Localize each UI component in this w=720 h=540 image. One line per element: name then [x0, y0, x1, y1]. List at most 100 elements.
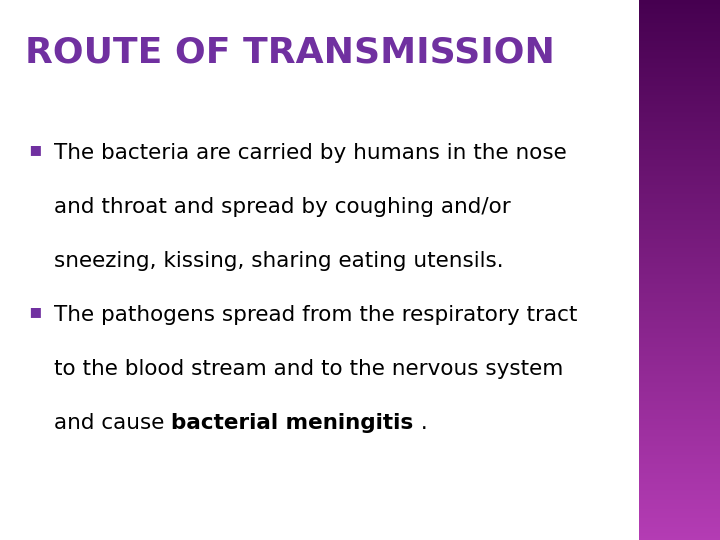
Text: The bacteria are carried by humans in the nose: The bacteria are carried by humans in th… — [54, 143, 567, 163]
Bar — [639, 198, 720, 200]
Bar — [639, 70, 720, 72]
Bar — [639, 414, 720, 416]
Bar — [639, 185, 720, 187]
Bar — [639, 538, 720, 540]
Bar — [639, 486, 720, 488]
Bar — [639, 470, 720, 471]
Bar — [639, 288, 720, 290]
Bar — [639, 430, 720, 432]
Bar — [639, 74, 720, 76]
Bar — [639, 421, 720, 423]
Bar — [639, 274, 720, 275]
Bar — [639, 457, 720, 459]
Bar — [639, 281, 720, 282]
Bar — [639, 216, 720, 218]
Bar — [639, 428, 720, 430]
Bar — [639, 169, 720, 171]
Bar — [639, 173, 720, 174]
Bar — [639, 16, 720, 18]
Bar — [639, 120, 720, 123]
Bar — [639, 99, 720, 101]
Bar — [639, 279, 720, 281]
Bar — [639, 295, 720, 297]
Bar — [639, 504, 720, 506]
Bar — [639, 511, 720, 513]
Bar — [639, 396, 720, 398]
Bar — [639, 187, 720, 189]
Bar — [639, 378, 720, 380]
Bar — [639, 277, 720, 279]
Bar — [639, 97, 720, 99]
Bar — [639, 400, 720, 401]
Bar — [639, 45, 720, 47]
Bar — [639, 56, 720, 58]
Bar — [639, 50, 720, 52]
Bar — [639, 20, 720, 22]
Bar — [639, 425, 720, 427]
Bar — [639, 157, 720, 158]
Bar — [639, 223, 720, 225]
Bar — [639, 531, 720, 533]
Bar — [639, 252, 720, 254]
Bar — [639, 398, 720, 400]
Bar — [639, 432, 720, 434]
Bar — [639, 355, 720, 356]
Bar — [639, 367, 720, 369]
Bar — [639, 247, 720, 248]
Bar — [639, 518, 720, 520]
Bar — [639, 34, 720, 36]
Bar — [639, 239, 720, 241]
Bar — [639, 220, 720, 221]
Bar — [639, 43, 720, 45]
Bar — [639, 529, 720, 531]
Text: .: . — [413, 413, 427, 433]
Bar — [639, 93, 720, 96]
Bar — [639, 535, 720, 536]
Bar — [639, 146, 720, 147]
Bar — [639, 390, 720, 393]
Bar — [639, 475, 720, 477]
Bar — [639, 108, 720, 110]
Bar — [639, 85, 720, 86]
Bar — [639, 533, 720, 535]
Bar — [639, 79, 720, 81]
Bar — [639, 525, 720, 528]
Bar — [639, 7, 720, 9]
Bar — [639, 463, 720, 464]
Bar — [639, 266, 720, 268]
Text: ROUTE OF TRANSMISSION: ROUTE OF TRANSMISSION — [25, 35, 555, 69]
Bar — [639, 123, 720, 124]
Bar — [639, 356, 720, 358]
Bar — [639, 113, 720, 115]
Bar — [639, 443, 720, 444]
Bar — [639, 326, 720, 328]
Bar — [639, 231, 720, 232]
Bar — [639, 238, 720, 239]
Bar — [639, 9, 720, 11]
Bar — [639, 434, 720, 436]
Bar — [639, 452, 720, 454]
Bar — [639, 394, 720, 396]
Bar — [639, 508, 720, 509]
Bar — [639, 524, 720, 525]
Bar — [639, 407, 720, 409]
Bar — [639, 72, 720, 74]
Bar — [639, 380, 720, 382]
Bar — [639, 498, 720, 501]
Bar — [639, 42, 720, 43]
Bar — [639, 218, 720, 220]
Bar — [639, 409, 720, 410]
Bar — [639, 324, 720, 326]
Bar — [639, 234, 720, 236]
Bar — [639, 248, 720, 250]
Bar — [639, 471, 720, 474]
Bar — [639, 265, 720, 266]
Bar — [639, 441, 720, 443]
Bar — [639, 290, 720, 292]
Bar — [639, 193, 720, 194]
Bar — [639, 83, 720, 85]
Bar — [639, 454, 720, 455]
Bar — [639, 412, 720, 414]
Bar — [639, 437, 720, 439]
Bar — [639, 362, 720, 363]
